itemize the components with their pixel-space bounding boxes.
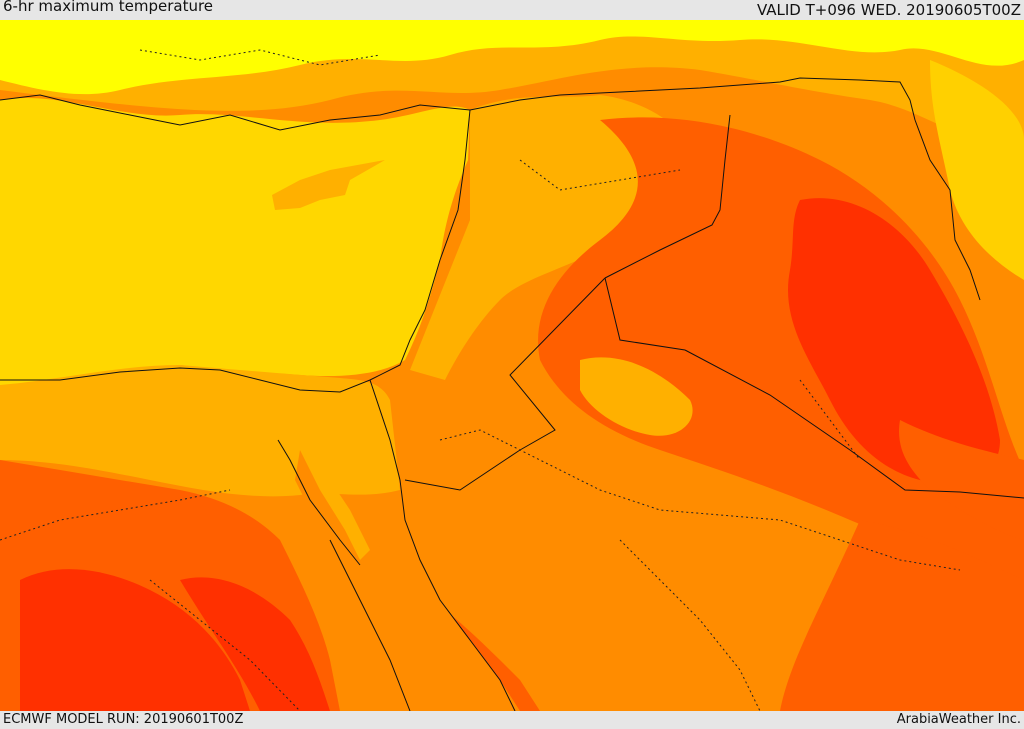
province-line-6 <box>799 379 861 461</box>
credit: ArabiaWeather Inc. <box>896 712 1021 727</box>
chart-title: 6-hr maximum temperature <box>3 0 214 15</box>
red-sea-east-coast <box>399 479 516 711</box>
country-borders <box>0 77 1024 711</box>
gulf-of-suez <box>280 435 370 560</box>
syria-iraq-border <box>604 114 731 279</box>
levant-coast <box>369 109 471 381</box>
temperature-map[interactable] <box>0 20 1024 711</box>
valid-time: VALID T+096 WED. 20190605T00Z <box>756 1 1021 19</box>
egypt-red-2 <box>180 577 330 711</box>
mediterranean-sea <box>0 97 470 385</box>
cyprus <box>272 160 385 210</box>
jordan-iraq-border <box>604 277 686 351</box>
levant-light-orange <box>410 95 700 380</box>
red-sea-west-coast <box>329 539 411 711</box>
turkey-syria-border <box>469 77 916 121</box>
province-line-3 <box>0 489 231 541</box>
ne-yellow <box>930 60 1024 280</box>
iraq-red <box>788 198 1000 484</box>
egypt-coast <box>0 367 371 393</box>
jordan-saudi-border <box>404 277 606 491</box>
israel-sinai-border <box>369 379 401 481</box>
model-run: ECMWF MODEL RUN: 20190601T00Z <box>3 712 244 727</box>
province-line-4 <box>149 579 301 711</box>
header-bar: 6-hr maximum temperature VALID T+096 WED… <box>0 0 1024 20</box>
footer-bar: ECMWF MODEL RUN: 20190601T00Z ArabiaWeat… <box>0 711 1024 729</box>
red-sea <box>295 450 520 711</box>
province-line-7 <box>139 49 381 66</box>
sinai-egypt-line <box>277 439 361 566</box>
iraq-saudi-border <box>684 349 1024 499</box>
gulf-light-orange <box>899 420 1024 540</box>
province-borders <box>0 49 961 711</box>
province-line-1 <box>519 159 681 191</box>
egypt-red <box>20 569 250 711</box>
iraq-iran-border <box>914 119 981 301</box>
saudi-light-patch <box>580 357 693 436</box>
saudi-dark-orange <box>780 520 1024 711</box>
north-yellow <box>0 20 1024 95</box>
turkey-south-coast <box>0 94 471 131</box>
